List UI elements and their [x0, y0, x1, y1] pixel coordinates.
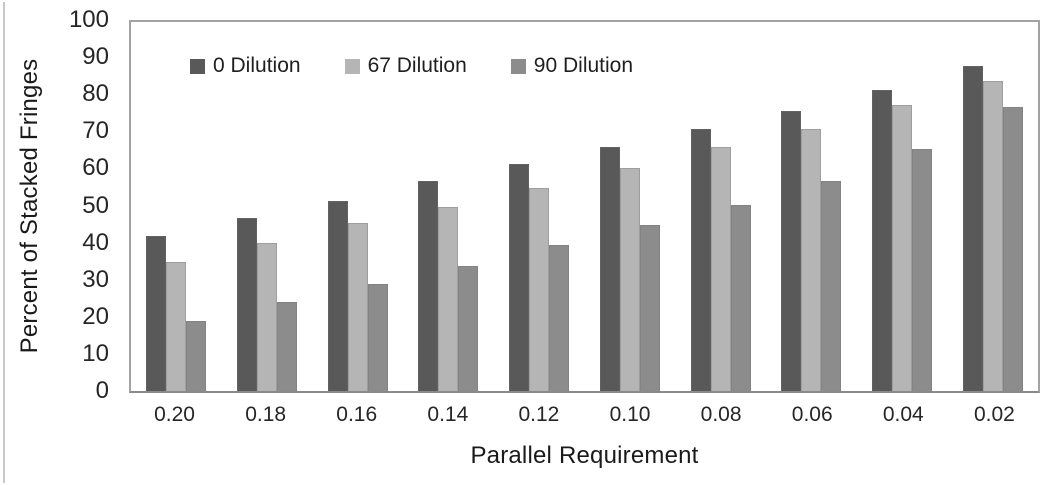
bar-group: [222, 22, 313, 391]
bar-67-dilution: [619, 167, 640, 391]
y-axis-ticks: 0 10 20 30 40 50 60 70 80 90 100: [0, 8, 117, 403]
bar-0-dilution: [509, 164, 530, 391]
bar-67-dilution: [891, 105, 912, 391]
bar-67-dilution: [529, 188, 550, 391]
legend-swatch-icon: [510, 58, 526, 74]
y-tick-label: 50: [82, 191, 109, 219]
x-tick-label: 0.08: [700, 403, 742, 426]
y-tick-label: 20: [82, 302, 109, 330]
bar-group: [494, 22, 585, 391]
bar-group: [766, 22, 857, 391]
legend-item: 0 Dilution: [190, 54, 301, 78]
bar-0-dilution: [599, 147, 620, 391]
bar-group: [675, 22, 766, 391]
legend-label: 0 Dilution: [213, 54, 301, 77]
bar-90-dilution: [1002, 106, 1023, 391]
bar-90-dilution: [549, 245, 570, 391]
bar-group: [947, 22, 1038, 391]
bar-90-dilution: [367, 284, 388, 391]
bar-67-dilution: [982, 81, 1003, 391]
x-tick-label: 0.04: [882, 403, 924, 426]
plot-area: 0 Dilution 67 Dilution 90 Dilution: [129, 20, 1040, 393]
bar-0-dilution: [781, 110, 802, 391]
bar-90-dilution: [911, 149, 932, 391]
bar-67-dilution: [166, 261, 187, 391]
x-axis-title: Parallel Requirement: [470, 442, 699, 469]
x-tick-label: 0.18: [245, 403, 287, 426]
bar-90-dilution: [277, 302, 298, 391]
y-tick-label: 0: [95, 377, 109, 404]
legend-item: 90 Dilution: [510, 54, 634, 78]
x-tick-label: 0.02: [973, 403, 1015, 426]
bar-group: [857, 22, 948, 391]
bar-0-dilution: [690, 129, 711, 391]
bar-90-dilution: [186, 320, 207, 391]
bar-90-dilution: [458, 265, 479, 391]
bar-0-dilution: [418, 180, 439, 391]
x-tick-label: 0.10: [609, 403, 651, 426]
bars-layer: [131, 22, 1038, 391]
bar-67-dilution: [438, 206, 459, 391]
legend-swatch-icon: [190, 58, 205, 74]
x-axis-ticks: 0.20 0.18 0.16 0.14 0.12 0.10 0.08 0.06 0.04 0.02: [129, 403, 1040, 427]
y-tick-label: 70: [82, 117, 109, 145]
bar-group: [585, 22, 676, 391]
bar-67-dilution: [347, 223, 368, 391]
bar-90-dilution: [639, 224, 660, 391]
y-tick-label: 60: [82, 154, 109, 182]
bar-group: [131, 22, 222, 391]
figure-left-edge-line: [3, 2, 5, 483]
bar-0-dilution: [327, 200, 348, 391]
bar-0-dilution: [871, 90, 892, 391]
bar-90-dilution: [821, 180, 842, 391]
legend-label: 90 Dilution: [533, 54, 634, 77]
bar-90-dilution: [730, 204, 751, 391]
x-tick-label: 0.20: [154, 403, 195, 426]
y-tick-label: 80: [82, 80, 109, 108]
bar-group: [403, 22, 494, 391]
x-tick-label: 0.14: [427, 403, 469, 426]
y-tick-label: 10: [82, 339, 109, 367]
legend: 0 Dilution 67 Dilution 90 Dilution: [190, 54, 633, 78]
legend-swatch-icon: [344, 58, 360, 74]
bar-group: [312, 22, 403, 391]
bar-0-dilution: [237, 217, 258, 391]
x-tick-label: 0.12: [518, 403, 560, 426]
y-tick-label: 90: [82, 43, 109, 71]
bar-0-dilution: [962, 66, 983, 391]
bar-67-dilution: [801, 129, 822, 391]
bar-67-dilution: [257, 243, 278, 391]
x-tick-label: 0.06: [791, 403, 833, 426]
legend-label: 67 Dilution: [367, 54, 467, 77]
bar-0-dilution: [146, 236, 167, 391]
y-tick-label: 40: [82, 228, 109, 256]
legend-item: 67 Dilution: [344, 54, 467, 78]
bar-67-dilution: [710, 147, 731, 391]
y-tick-label: 30: [82, 265, 109, 293]
y-tick-label: 100: [68, 6, 109, 33]
x-tick-label: 0.16: [336, 403, 378, 426]
